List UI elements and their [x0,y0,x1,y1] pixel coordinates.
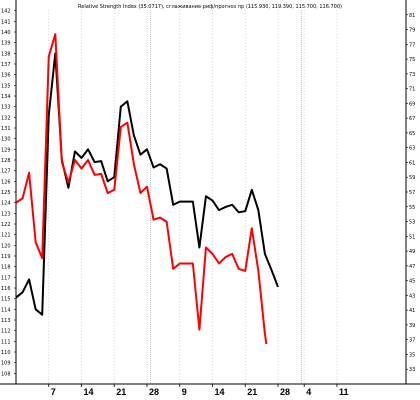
left-tick-label: 128 [1,158,11,164]
x-tick-label: 14 [215,387,225,397]
series-line-red [16,33,268,344]
left-tick-label: 141 [1,19,11,25]
right-tick-label: 53 [409,220,415,226]
right-tick-label: 63 [409,146,415,152]
right-tick-label: 45 [409,279,415,285]
left-tick-label: 123 [1,211,11,217]
left-tick-label: 127 [1,169,11,175]
series-lines [16,33,279,344]
left-tick-label: 109 [1,361,11,367]
left-tick-label: 125 [1,190,11,196]
right-y-axis-ticks: 33 35 37 39 41 43 45 47 49 51 53 55 57 59 61 63 65 67 69 71… [406,13,415,373]
left-tick-label: 126 [1,179,11,185]
left-tick-label: 124 [1,201,11,207]
left-tick-label: 135 [1,83,11,89]
right-tick-label: 35 [409,352,415,358]
left-tick-label: 118 [1,265,11,271]
x-tick-label: 14 [84,387,94,397]
left-tick-label: 116 [1,286,11,292]
right-tick-label: 69 [409,101,415,107]
left-tick-label: 133 [1,105,11,111]
grid-lines [48,10,338,384]
left-tick-label: 115 [1,297,11,303]
left-tick-label: 113 [1,318,11,324]
right-tick-label: 77 [409,42,415,48]
right-tick-label: 51 [409,234,415,240]
right-tick-label: 75 [409,57,415,63]
left-tick-label: 142 [1,9,11,15]
right-tick-label: 71 [409,87,415,93]
right-tick-label: 47 [409,264,415,270]
x-tick-label: 7 [51,387,56,397]
right-tick-label: 65 [409,131,415,137]
left-tick-label: 119 [1,254,11,260]
right-tick-label: 59 [409,175,415,181]
left-tick-label: 134 [1,94,11,100]
x-tick-label: 28 [280,387,290,397]
right-tick-label: 79 [409,28,415,34]
left-tick-label: 138 [1,51,11,57]
left-y-axis-ticks: 108 109 110 111 112 113 114 115 116 117 118 119 120 1… [1,9,16,377]
left-tick-label: 136 [1,73,11,79]
left-tick-label: 137 [1,62,11,68]
left-tick-label: 111 [1,339,11,345]
left-tick-label: 130 [1,137,11,143]
x-tick-label: 9 [182,387,187,397]
right-tick-label: 81 [409,13,415,19]
left-tick-label: 139 [1,41,11,47]
right-tick-label: 43 [409,293,415,299]
right-tick-label: 33 [409,367,415,373]
left-tick-label: 129 [1,147,11,153]
left-tick-label: 122 [1,222,11,228]
left-tick-label: 120 [1,243,11,249]
left-tick-label: 132 [1,115,11,121]
x-tick-label: 4 [306,387,311,397]
x-tick-label: 21 [247,387,257,397]
left-tick-label: 108 [1,371,11,377]
right-tick-label: 55 [409,205,415,211]
x-tick-label: 21 [116,387,126,397]
left-tick-label: 140 [1,30,11,36]
right-tick-label: 49 [409,249,415,255]
left-tick-label: 117 [1,275,11,281]
left-tick-label: 114 [1,307,11,313]
x-tick-label: 28 [149,387,159,397]
x-tick-label: 11 [339,387,349,397]
left-tick-label: 131 [1,126,11,132]
right-tick-label: 57 [409,190,415,196]
chart-title: Relative Strength Index (35.0717), сглаж… [78,4,342,10]
right-tick-label: 67 [409,116,415,122]
left-tick-label: 112 [1,329,11,335]
right-tick-label: 61 [409,160,415,166]
left-tick-label: 110 [1,350,11,356]
right-tick-label: 73 [409,72,415,78]
right-tick-label: 37 [409,338,415,344]
right-tick-label: 41 [409,308,415,314]
right-tick-label: 39 [409,323,415,329]
left-tick-label: 121 [1,233,11,239]
